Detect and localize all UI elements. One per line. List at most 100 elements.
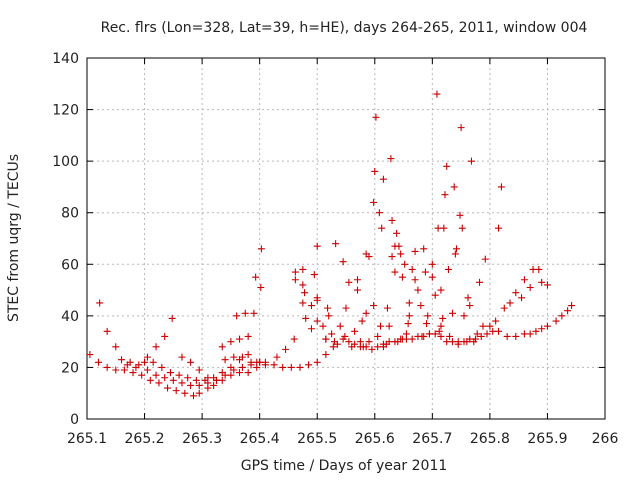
- data-point: [291, 276, 299, 284]
- data-point: [141, 358, 149, 366]
- data-point: [120, 366, 128, 374]
- y-tick-label: 80: [61, 206, 79, 222]
- data-point: [166, 369, 174, 377]
- data-point: [336, 322, 344, 330]
- axis-ticks: [86, 57, 606, 420]
- data-point: [252, 273, 260, 281]
- data-point: [464, 294, 472, 302]
- data-point: [161, 332, 169, 340]
- data-point: [512, 332, 520, 340]
- data-point: [437, 286, 445, 294]
- y-tick-label: 0: [70, 412, 79, 428]
- data-point: [395, 242, 403, 250]
- data-point: [411, 247, 419, 255]
- data-point: [506, 299, 514, 307]
- data-point: [339, 335, 347, 343]
- data-point: [420, 332, 428, 340]
- data-point: [372, 113, 380, 121]
- data-point: [310, 271, 318, 279]
- plot-frame: [86, 57, 606, 420]
- data-point: [443, 162, 451, 170]
- data-point: [460, 312, 468, 320]
- data-point: [518, 294, 526, 302]
- data-point: [453, 245, 461, 253]
- data-point: [95, 358, 103, 366]
- data-point: [351, 327, 359, 335]
- data-point: [538, 325, 546, 333]
- data-point: [362, 343, 370, 351]
- data-point: [424, 312, 432, 320]
- data-point: [129, 369, 137, 377]
- data-point: [103, 363, 111, 371]
- data-point: [195, 389, 203, 397]
- data-point: [329, 343, 337, 351]
- data-point: [526, 283, 534, 291]
- data-point: [428, 273, 436, 281]
- data-point: [218, 343, 226, 351]
- data-point: [472, 335, 479, 343]
- data-point: [520, 276, 528, 284]
- data-point: [467, 157, 475, 165]
- data-point: [538, 278, 546, 286]
- x-tick-label: 265.4: [240, 431, 280, 447]
- data-point: [299, 299, 307, 307]
- data-point: [393, 229, 401, 237]
- data-point: [503, 332, 511, 340]
- data-point: [558, 312, 566, 320]
- data-point: [439, 314, 447, 322]
- data-point: [230, 353, 238, 361]
- data-point: [218, 369, 226, 377]
- x-axis-label: GPS time / Days of year 2011: [241, 458, 448, 474]
- data-point: [457, 124, 465, 132]
- data-point: [362, 309, 370, 317]
- data-point: [543, 281, 551, 289]
- data-point: [195, 366, 203, 374]
- data-point: [299, 265, 307, 273]
- data-point: [404, 320, 412, 328]
- data-point: [391, 338, 399, 346]
- data-point: [342, 304, 350, 312]
- data-point: [158, 363, 166, 371]
- data-point: [375, 209, 383, 217]
- data-point: [354, 276, 362, 284]
- data-point: [535, 265, 543, 273]
- data-point: [450, 183, 458, 191]
- data-point: [411, 276, 419, 284]
- data-point: [460, 338, 468, 346]
- data-point: [435, 327, 443, 335]
- data-point: [247, 358, 255, 366]
- data-point: [187, 381, 195, 389]
- data-point: [296, 363, 304, 371]
- data-point: [322, 351, 330, 359]
- data-point: [213, 376, 220, 384]
- data-point: [497, 183, 505, 191]
- data-point: [388, 216, 396, 224]
- x-tick-label: 265.6: [355, 431, 395, 447]
- data-point: [477, 332, 485, 340]
- data-point: [481, 255, 489, 263]
- data-point: [325, 312, 333, 320]
- data-point: [290, 335, 298, 343]
- data-point: [433, 90, 441, 98]
- data-point: [238, 353, 246, 361]
- data-point: [374, 343, 382, 351]
- data-point: [172, 387, 180, 395]
- x-tick-label: 266: [592, 431, 619, 447]
- data-point: [307, 302, 315, 310]
- data-point: [227, 338, 235, 346]
- x-tick-label: 265.5: [297, 431, 337, 447]
- data-point: [339, 258, 347, 266]
- x-tick-label: 265.9: [527, 431, 567, 447]
- y-axis-tick-labels: 0 20 40 60 80 100 120 140: [52, 51, 79, 428]
- data-point: [221, 356, 229, 364]
- data-point: [377, 322, 385, 330]
- data-point: [328, 330, 336, 338]
- y-tick-label: 140: [52, 51, 79, 67]
- data-point: [383, 304, 391, 312]
- data-point: [204, 374, 212, 382]
- data-point: [408, 335, 416, 343]
- data-point: [319, 322, 327, 330]
- data-point: [405, 299, 413, 307]
- data-point: [374, 332, 382, 340]
